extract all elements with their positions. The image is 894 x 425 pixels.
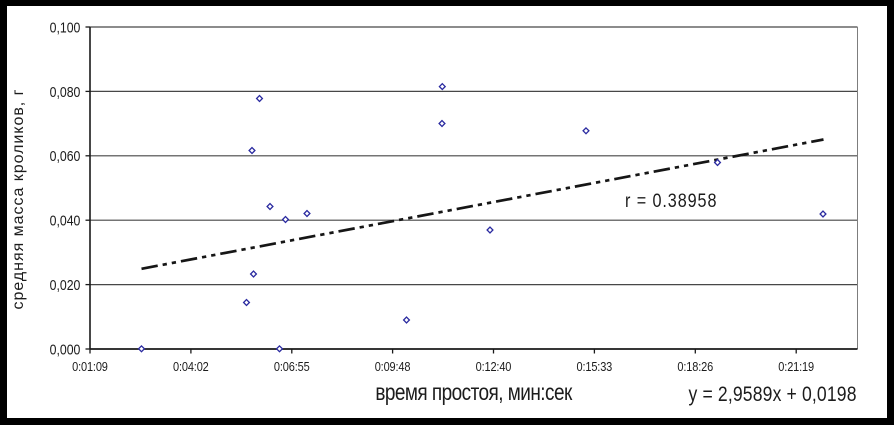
svg-text:y = 2,9589x + 0,0198: y = 2,9589x + 0,0198 [689,382,857,406]
svg-text:время простоя, мин:сек: время простоя, мин:сек [375,380,573,405]
svg-text:0:18:26: 0:18:26 [677,359,713,374]
svg-text:0,060: 0,060 [50,148,81,164]
svg-text:0:15:33: 0:15:33 [577,359,613,374]
svg-text:0:01:09: 0:01:09 [72,359,108,374]
svg-text:0:04:02: 0:04:02 [173,359,209,374]
svg-text:0,100: 0,100 [50,19,81,35]
svg-text:0:12:40: 0:12:40 [476,359,512,374]
svg-text:0:09:48: 0:09:48 [375,359,411,374]
svg-text:средняя масса кроликов, г: средняя масса кроликов, г [10,89,27,309]
svg-text:r = 0.38958: r = 0.38958 [625,190,717,212]
svg-text:0,000: 0,000 [50,341,81,357]
svg-text:0,040: 0,040 [50,213,81,229]
svg-text:0:21:19: 0:21:19 [778,359,814,374]
svg-text:0,080: 0,080 [50,84,81,100]
svg-text:0,020: 0,020 [50,277,81,293]
svg-text:0:06:55: 0:06:55 [274,359,310,374]
